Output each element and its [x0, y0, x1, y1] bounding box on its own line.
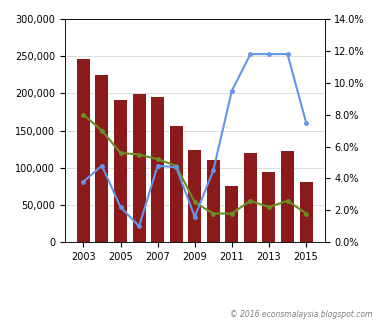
Malaysian House Price Index (RHS; % yoy) [155, 164, 160, 168]
Change in Existing Stock (RHS; % yoy) [81, 113, 86, 117]
Change in Existing Stock (RHS; % yoy) [304, 212, 309, 215]
Change in Existing Stock (RHS; % yoy) [267, 205, 271, 209]
Malaysian House Price Index (RHS; % yoy) [118, 205, 123, 209]
Malaysian House Price Index (RHS; % yoy) [192, 215, 197, 219]
Bar [207, 160, 220, 242]
Change in Existing Stock (RHS; % yoy) [192, 200, 197, 204]
Line: Change in Existing Stock (RHS; % yoy): Change in Existing Stock (RHS; % yoy) [82, 113, 308, 215]
Bar [281, 151, 294, 242]
Change in Existing Stock (RHS; % yoy) [174, 164, 179, 168]
Malaysian House Price Index (RHS; % yoy) [211, 168, 215, 172]
Bar [151, 97, 164, 242]
Malaysian House Price Index (RHS; % yoy) [81, 180, 86, 184]
Change in Existing Stock (RHS; % yoy) [137, 153, 141, 156]
Change in Existing Stock (RHS; % yoy) [230, 212, 234, 215]
Change in Existing Stock (RHS; % yoy) [248, 199, 253, 203]
Malaysian House Price Index (RHS; % yoy) [304, 121, 309, 125]
Change in Existing Stock (RHS; % yoy) [155, 157, 160, 161]
Bar [114, 100, 127, 242]
Malaysian House Price Index (RHS; % yoy) [230, 89, 234, 93]
Malaysian House Price Index (RHS; % yoy) [137, 224, 141, 228]
Change in Existing Stock (RHS; % yoy) [285, 199, 290, 203]
Bar [170, 126, 183, 242]
Malaysian House Price Index (RHS; % yoy) [248, 52, 253, 56]
Bar [77, 59, 90, 242]
Change in Existing Stock (RHS; % yoy) [211, 212, 215, 215]
Bar [95, 75, 108, 242]
Line: Malaysian House Price Index (RHS; % yoy): Malaysian House Price Index (RHS; % yoy) [82, 52, 308, 228]
Malaysian House Price Index (RHS; % yoy) [267, 52, 271, 56]
Change in Existing Stock (RHS; % yoy) [100, 129, 104, 133]
Malaysian House Price Index (RHS; % yoy) [174, 165, 179, 169]
Bar [299, 182, 313, 242]
Malaysian House Price Index (RHS; % yoy) [100, 164, 104, 168]
Bar [263, 172, 276, 242]
Malaysian House Price Index (RHS; % yoy) [285, 52, 290, 56]
Text: © 2016 econsmalaysia.blogspot.com: © 2016 econsmalaysia.blogspot.com [230, 310, 372, 319]
Change in Existing Stock (RHS; % yoy) [118, 151, 123, 155]
Bar [188, 150, 201, 242]
Bar [133, 94, 146, 242]
Bar [244, 153, 257, 242]
Bar [225, 186, 238, 242]
